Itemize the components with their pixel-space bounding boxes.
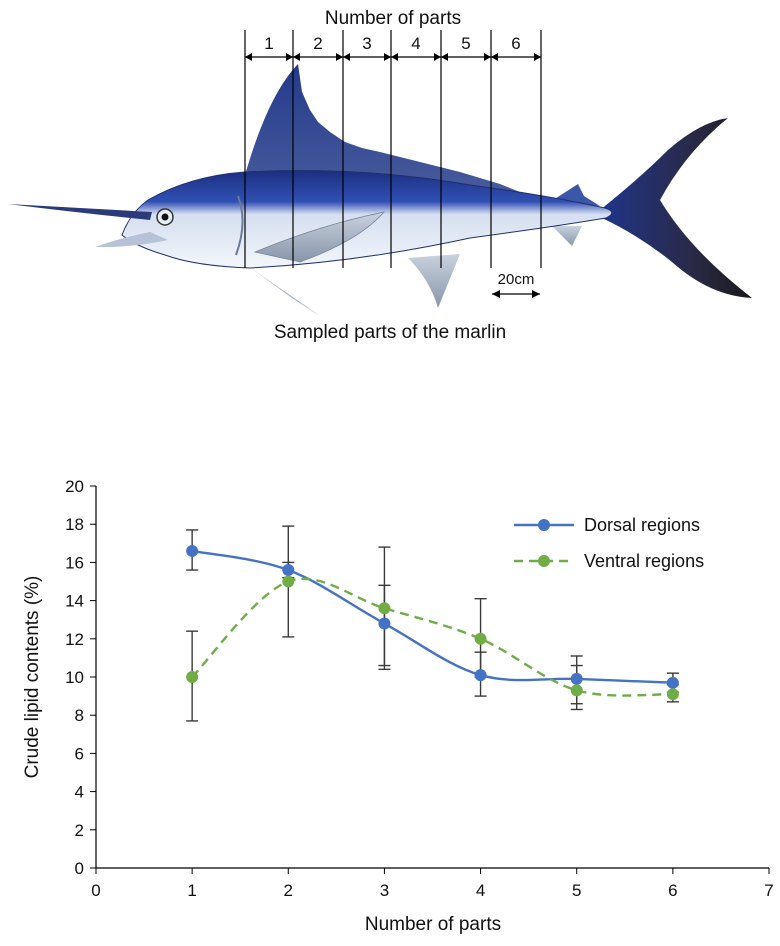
data-point-ventral-regions xyxy=(666,688,679,701)
legend: Dorsal regions Ventral regions xyxy=(514,515,704,571)
marlin-pelvic-fin xyxy=(248,266,320,316)
section-arrow xyxy=(293,53,300,61)
part-labels: 1 2 3 4 5 6 xyxy=(245,34,541,61)
y-tick-label: 6 xyxy=(75,744,84,763)
data-point-ventral-regions xyxy=(282,575,295,588)
x-tick-label: 1 xyxy=(187,881,196,900)
section-arrow xyxy=(245,53,252,61)
part-label: 2 xyxy=(313,34,322,53)
parts-title: Number of parts xyxy=(325,8,461,29)
marlin-pupil xyxy=(161,213,169,221)
x-tick-label: 4 xyxy=(476,881,485,900)
part-label: 6 xyxy=(511,34,520,53)
x-tick-labels: 0 1 2 3 4 5 6 7 xyxy=(91,868,774,900)
section-arrow xyxy=(484,53,491,61)
y-tick-label: 14 xyxy=(65,592,84,611)
series-line-ventral-regions xyxy=(191,577,673,697)
part-label: 5 xyxy=(461,34,470,53)
data-point-ventral-regions xyxy=(570,684,583,697)
y-tick-label: 10 xyxy=(65,668,84,687)
x-tick-label: 6 xyxy=(668,881,677,900)
scale-label: 20cm xyxy=(498,271,535,288)
marlin-anal-fin xyxy=(408,254,460,308)
data-point-dorsal-regions xyxy=(570,672,583,685)
y-tick-labels: 0 2 4 6 8 10 12 14 16 18 20 xyxy=(65,477,96,878)
data-point-dorsal-regions xyxy=(282,564,295,577)
data-point-ventral-regions xyxy=(186,671,199,683)
marlin-illustration xyxy=(8,64,752,316)
y-tick-label: 18 xyxy=(65,515,84,534)
section-arrow xyxy=(534,53,541,61)
part-label: 3 xyxy=(362,34,371,53)
illustration-caption: Sampled parts of the marlin xyxy=(274,322,506,343)
data-points xyxy=(186,544,679,701)
section-arrow xyxy=(391,53,398,61)
y-tick-label: 4 xyxy=(75,783,84,802)
legend-label-ventral-regions: Ventral regions xyxy=(584,551,704,571)
y-tick-label: 8 xyxy=(75,706,84,725)
y-tick-label: 12 xyxy=(65,630,84,649)
section-arrow xyxy=(384,53,391,61)
marlin-rear-anal-fin xyxy=(552,226,582,246)
x-axis-label: Number of parts xyxy=(365,914,501,935)
series-lines xyxy=(191,549,673,697)
data-point-ventral-regions xyxy=(474,632,487,645)
x-tick-label: 5 xyxy=(572,881,581,900)
section-arrow xyxy=(491,53,498,61)
data-point-dorsal-regions xyxy=(186,544,199,557)
x-tick-label: 7 xyxy=(764,881,773,900)
part-label: 4 xyxy=(411,34,420,53)
marlin-bill xyxy=(8,204,152,220)
part-label: 1 xyxy=(264,34,273,53)
data-point-dorsal-regions xyxy=(666,676,679,689)
series-line-dorsal-regions xyxy=(191,549,673,684)
legend-marker-ventral-regions xyxy=(538,555,550,567)
marlin-lower-jaw xyxy=(95,232,168,248)
x-tick-label: 2 xyxy=(284,881,293,900)
x-tick-label: 0 xyxy=(91,881,100,900)
data-point-dorsal-regions xyxy=(378,617,391,630)
marlin-gill xyxy=(235,195,244,256)
y-tick-label: 16 xyxy=(65,553,84,572)
y-tick-label: 0 xyxy=(75,859,84,878)
y-tick-label: 20 xyxy=(65,477,84,496)
section-arrow xyxy=(343,53,350,61)
x-tick-label: 3 xyxy=(380,881,389,900)
scale-bar xyxy=(492,290,540,298)
section-arrow xyxy=(286,53,293,61)
y-axis-label: Crude lipid contents (%) xyxy=(22,576,43,779)
marlin-tail-fin xyxy=(600,118,752,298)
section-arrow xyxy=(434,53,441,61)
legend-marker-dorsal-regions xyxy=(538,519,550,531)
data-point-dorsal-regions xyxy=(474,669,487,682)
legend-label-dorsal-regions: Dorsal regions xyxy=(584,515,700,535)
section-arrow xyxy=(336,53,343,61)
data-point-ventral-regions xyxy=(378,602,391,615)
section-arrow xyxy=(441,53,448,61)
y-tick-label: 2 xyxy=(75,821,84,840)
